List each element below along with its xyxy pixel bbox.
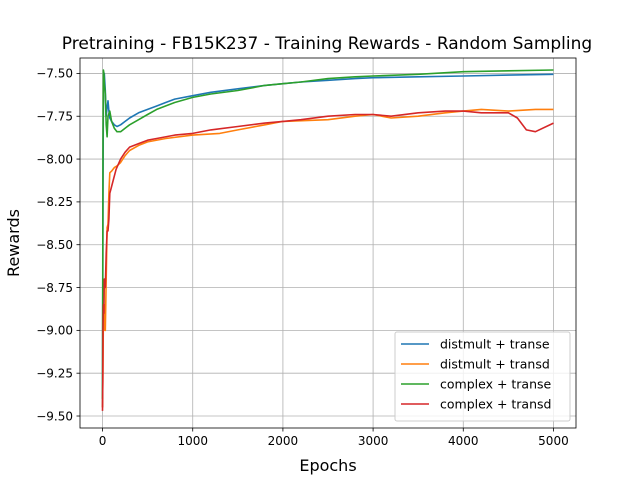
legend-label-1: distmult + transd	[440, 357, 550, 372]
y-tick-label: −8.75	[36, 281, 73, 295]
series-line-2	[101, 69, 554, 399]
chart-title: Pretraining - FB15K237 - Training Reward…	[62, 34, 592, 54]
y-axis: −9.50 −9.25 −9.00 −8.75 −8.50 −8.25 −8.00 −7.75…	[36, 67, 80, 423]
x-tick-label: 0	[99, 434, 107, 448]
y-tick-label: −8.25	[36, 195, 73, 209]
y-axis-title: Rewards	[4, 209, 23, 277]
x-axis: 0 1000 2000 3000 4000 5000	[99, 428, 569, 448]
x-axis-title: Epochs	[299, 456, 356, 475]
x-tick-label: 1000	[177, 434, 208, 448]
y-tick-label: −9.25	[36, 366, 73, 380]
series-line-0	[101, 72, 554, 408]
legend-box	[394, 331, 571, 422]
x-tick-label: 3000	[358, 434, 389, 448]
series-lines	[101, 69, 554, 411]
y-tick-label: −9.50	[36, 409, 73, 423]
y-tick-label: −7.75	[36, 110, 73, 124]
legend: distmult + transe distmult + transd comple…	[394, 331, 571, 422]
legend-label-3: complex + transd	[440, 397, 551, 412]
y-tick-label: −8.00	[36, 152, 73, 166]
legend-label-2: complex + transe	[440, 377, 552, 392]
legend-label-0: distmult + transe	[440, 337, 550, 352]
y-tick-label: −8.50	[36, 238, 73, 252]
x-tick-label: 4000	[448, 434, 479, 448]
plot-frame	[79, 57, 577, 429]
y-tick-label: −9.00	[36, 324, 73, 338]
series-line-3	[101, 110, 554, 411]
x-tick-label: 5000	[538, 434, 569, 448]
x-tick-label: 2000	[268, 434, 299, 448]
y-tick-label: −7.50	[36, 67, 73, 81]
